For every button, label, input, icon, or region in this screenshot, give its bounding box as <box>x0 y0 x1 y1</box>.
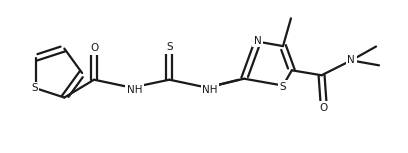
Text: N: N <box>254 36 262 46</box>
Text: O: O <box>90 43 98 53</box>
Text: S: S <box>31 83 38 93</box>
Text: S: S <box>166 42 173 52</box>
Text: S: S <box>280 82 286 91</box>
Text: N: N <box>348 55 355 65</box>
Text: O: O <box>319 103 328 113</box>
Text: NH: NH <box>127 85 142 95</box>
Text: NH: NH <box>202 85 218 95</box>
